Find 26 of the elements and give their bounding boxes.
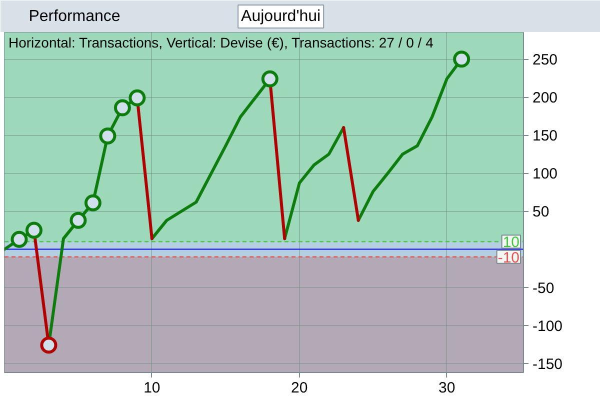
y-tick-label: -150 (532, 356, 563, 373)
point (99, 127, 116, 144)
y-tick-label: -50 (532, 280, 554, 297)
text: Aujourd'hui (241, 8, 321, 25)
ref-line-label: -10 (498, 249, 520, 266)
x-tick-label: 10 (144, 380, 160, 396)
y-tick-label: 100 (532, 166, 558, 183)
x-tick-label: 20 (291, 380, 308, 396)
y-tick-label: 150 (532, 128, 558, 145)
point (261, 70, 278, 88)
y-tick-label: 200 (532, 90, 558, 107)
point (114, 99, 131, 116)
y-tick-label: 250 (532, 52, 558, 69)
point (40, 336, 58, 354)
point (25, 222, 42, 239)
text: Performance (28, 8, 120, 25)
point (84, 194, 102, 212)
y-tick-label: -100 (532, 318, 563, 335)
point (10, 230, 28, 248)
chart-title: Horizontal: Transactions, Vertical: Devise (€), Transactions: 27 / 0 / 4 (8, 34, 434, 50)
x-tick-label: 30 (438, 380, 456, 396)
point (453, 50, 470, 68)
y-tick-label: 50 (532, 204, 550, 221)
point (70, 212, 87, 229)
point (128, 89, 146, 106)
ref-line-label: 10 (502, 234, 520, 252)
